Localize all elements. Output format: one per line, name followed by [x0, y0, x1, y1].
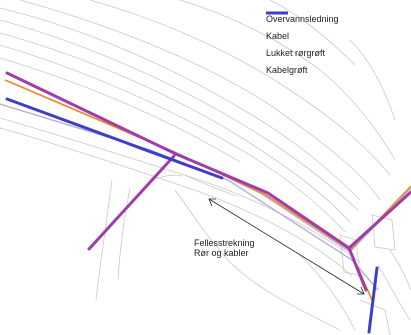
legend-swatch	[266, 11, 288, 15]
fellesstrekning-label: Fellesstrekning Rør og kabler	[194, 238, 255, 258]
arrow-head-end	[357, 286, 365, 295]
road-edge	[0, 127, 353, 277]
contour-line	[89, 0, 391, 176]
contour-line	[0, 19, 359, 211]
map-legend: Overvannsledning Kabel Lukket rørgrøft K…	[266, 10, 411, 78]
lukket-rorgroft-line	[5, 71, 411, 250]
kabelgroft-line	[367, 266, 379, 334]
contour-line	[349, 39, 396, 121]
side-road-edge	[174, 189, 341, 331]
lukket-rorgroft-lines	[5, 71, 411, 292]
side-road-edge	[184, 174, 237, 197]
contour-line	[0, 44, 346, 233]
arrow-shaft	[208, 198, 365, 295]
annotation-line-2: Rør og kabler	[194, 248, 249, 258]
contour-line	[0, 57, 241, 163]
legend-item-kabel: Kabel	[266, 12, 411, 44]
legend-item-lukket-rorgroft: Lukket rørgrøft	[266, 11, 411, 61]
kabelgroft-line	[5, 97, 224, 180]
kabelgroft-lines	[5, 97, 379, 334]
contour-line	[179, 0, 396, 161]
overvannsledning-line	[4, 79, 411, 252]
contour-line	[19, 0, 381, 201]
contour-line	[0, 7, 361, 201]
side-road-edge	[117, 187, 131, 281]
fellesstrekning-arrow	[208, 198, 365, 295]
kabel-lines	[0, 81, 411, 291]
legend-label: Overvannsledning	[266, 13, 339, 24]
building-outline	[371, 214, 396, 251]
legend-item-kabelgroft: Kabelgrøft	[266, 11, 411, 78]
legend-label: Lukket rørgrøft	[266, 47, 326, 58]
annotation-line-1: Fellesstrekning	[194, 238, 255, 248]
contour-line	[377, 264, 411, 321]
contour-line	[269, 0, 356, 66]
lukket-rorgroft-line	[347, 246, 368, 292]
contour-line	[299, 254, 356, 331]
contour-line	[0, 32, 351, 223]
road-edge	[0, 117, 361, 263]
legend-label: Kabelgrøft	[266, 64, 308, 75]
arrow-head-start	[208, 198, 216, 207]
lukket-rorgroft-line	[87, 154, 176, 251]
contour-line	[359, 299, 391, 335]
contour-line	[389, 249, 411, 291]
kabel-line	[0, 103, 379, 291]
legend-label: Kabel	[266, 30, 290, 41]
